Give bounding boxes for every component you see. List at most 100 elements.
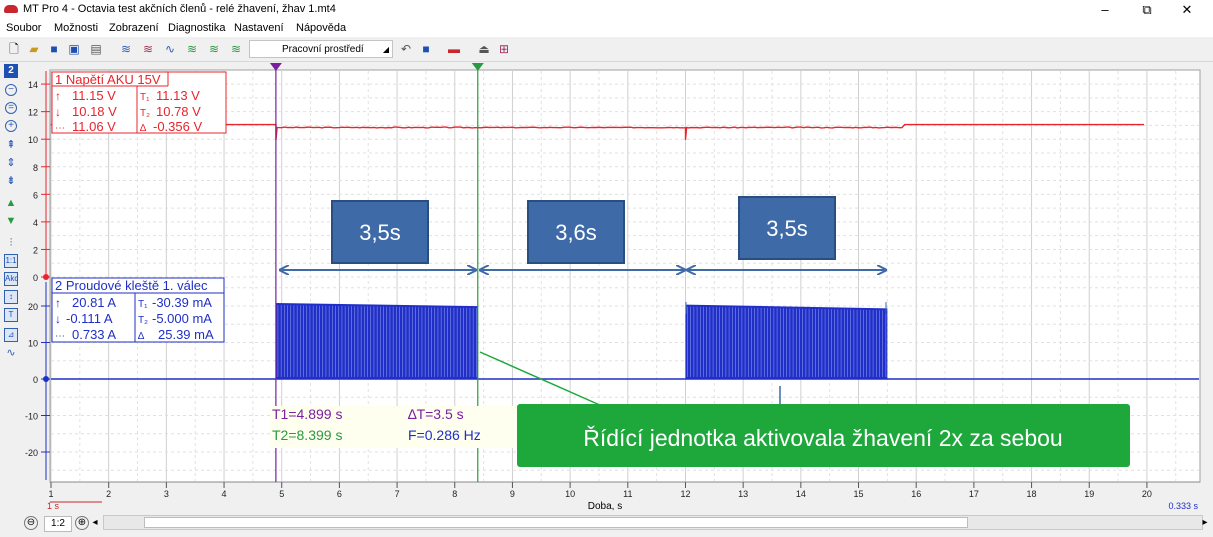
wave-tool-6-icon[interactable]: ≋ [230,42,242,56]
title-bar: MT Pro 4 - Octavia test akčních členů - … [0,0,1213,19]
cursor-t1-readout: T1=4.899 s [272,406,342,422]
x-tick-label: 6 [337,489,342,499]
x-tick-label: 2 [106,489,111,499]
y-tick-ch1: 12 [28,108,38,118]
cursor-t1-handle[interactable] [269,63,282,71]
save-workspace-icon[interactable]: ■ [422,42,430,56]
new-file-icon[interactable]: 🗋 [9,42,19,56]
scrollbar-thumb[interactable] [144,517,968,528]
scroll-right-icon[interactable]: ▸ [1202,517,1208,528]
wave-tool-4-icon[interactable]: ≋ [186,42,198,56]
zoom-level[interactable]: 1:2 [44,516,72,532]
x-tick-label: 12 [680,489,690,499]
x-tick-label: 3 [164,489,169,499]
channel2-avg: 0.733 A [72,327,116,342]
channel2-t1: -30.39 mA [152,295,212,310]
cursor-freq-readout: F=0.286 Hz [408,427,481,443]
channel1-readout: 1 Napětí AKU 15V ↑ 11.15 V ↓ 10.18 V ⋯ 1… [51,71,227,134]
restore-button[interactable]: ⧉ [1142,2,1152,17]
voltage-trace [50,123,1144,140]
wave-tool-1-icon[interactable]: ≋ [120,42,132,56]
open-folder-icon[interactable]: ▰ [29,42,39,56]
car-diagnostic-icon[interactable]: ▬ [448,42,460,56]
app-car-icon [4,5,18,13]
zoom-out-icon[interactable]: ⊖ [24,516,38,530]
x-tick-label: 10 [565,489,575,499]
interval1-label: 3,5s [359,220,401,245]
main-toolbar: 🗋 ▰ ■ ▣ ▤ ≋ ≋ ∿ ≋ ≋ ≋ Pracovní prostředí… [0,37,1213,62]
x-tick-label: 15 [854,489,864,499]
cursor-delta-readout: ∆T=3.5 s [408,406,464,422]
channel1-name: 1 Napětí AKU 15V [55,72,161,87]
cursor-t2-handle[interactable] [471,63,484,71]
move-up-fast-icon[interactable]: ⇞ [6,139,16,151]
settings-grid-icon[interactable]: ⊞ [498,42,510,56]
wave-tool-3-icon[interactable]: ∿ [164,42,176,56]
x-tick-label: 1 [48,489,53,499]
channel2-t2: -5.000 mA [152,311,212,326]
zoom-out-channel-icon[interactable]: − [5,84,17,96]
x-tick-label: 9 [510,489,515,499]
close-button[interactable]: ✕ [1181,2,1193,17]
menu-diagnostika[interactable]: Diagnostika [168,22,226,34]
ch1-zero-marker[interactable] [43,274,49,280]
save-as-icon[interactable]: ▣ [68,42,80,56]
interval3-box: 3,5s [738,196,836,260]
save-icon[interactable]: ■ [50,42,58,56]
grid-lines-icon[interactable]: ⫶ [9,237,13,249]
y-tick-ch1: 0 [33,273,38,283]
callout-box: Řídící jednotka aktivovala žhavení 2x za… [517,404,1130,467]
channel2-delta: 25.39 mA [158,327,214,342]
x-tick-label: 13 [738,489,748,499]
interval2-box: 3,6s [527,200,625,264]
wave-tool-5-icon[interactable]: ≋ [208,42,220,56]
channel2-max: 20.81 A [72,295,116,310]
chart-view-icon[interactable]: ⊿ [4,328,18,342]
horizontal-scrollbar[interactable] [103,515,1203,530]
channel2-name: 2 Proudové kleště 1. válec [55,278,208,293]
channel1-delta: -0.356 V [153,119,202,134]
move-up-icon[interactable]: ⇕ [6,157,16,169]
y-tick-ch1: 2 [33,245,38,255]
menu-nastaveni[interactable]: Nastavení [234,22,284,34]
x-tick-label: 20 [1142,489,1152,499]
workspace-label: Pracovní prostředí [282,44,364,55]
t2-icon: T₂ [140,108,150,119]
t2-icon: T₂ [138,315,148,326]
x-tick-label: 4 [222,489,227,499]
time-cursor-icon[interactable]: T [4,308,18,322]
zoom-reset-channel-icon[interactable]: = [5,102,17,114]
minimize-button[interactable]: – [1101,2,1109,17]
undo-icon[interactable]: ↶ [400,42,412,56]
scroll-left-icon[interactable]: ◂ [92,517,98,528]
x-tick-label: 14 [796,489,806,499]
menu-soubor[interactable]: Soubor [6,22,42,34]
vertical-fit-icon[interactable]: ↕ [4,290,18,304]
export-icon[interactable]: ⏏ [478,42,490,56]
arrow-down-green-icon[interactable]: ▼ [5,215,17,227]
ch2-zero-marker[interactable] [43,376,49,382]
channel1-avg: 11.06 V [72,119,116,134]
move-down-icon[interactable]: ⇟ [6,175,16,187]
scale-icon[interactable]: 1:1 [4,254,18,268]
y-tick-ch1: 8 [33,163,38,173]
y-tick-ch1: 6 [33,190,38,200]
menu-zobrazeni[interactable]: Zobrazení [109,22,159,34]
wave-tool-2-icon[interactable]: ≋ [142,42,154,56]
current-bursts [275,303,888,379]
menu-moznosti[interactable]: Možnosti [54,22,99,34]
cursor-readout: T1=4.899 s T2=8.399 s ∆T=3.5 s F=0.286 H… [270,406,520,448]
x-tick-label: 5 [279,489,284,499]
y-tick-ch1: 4 [33,218,38,228]
print-icon[interactable]: ▤ [90,42,102,56]
window-title: MT Pro 4 - Octavia test akčních členů - … [23,3,336,15]
arrow-up-green-icon[interactable]: ▲ [5,197,17,209]
waveform-view-icon[interactable]: ∿ [6,347,16,359]
zoom-in-channel-icon[interactable]: + [5,120,17,132]
channel-number-badge[interactable]: 2 [4,64,18,78]
auto-scale-icon[interactable]: Akc [4,272,18,286]
zoom-in-icon[interactable]: ⊕ [75,516,89,530]
menu-napoveda[interactable]: Nápověda [296,22,347,34]
workspace-select[interactable]: Pracovní prostředí ◢ [249,40,393,58]
